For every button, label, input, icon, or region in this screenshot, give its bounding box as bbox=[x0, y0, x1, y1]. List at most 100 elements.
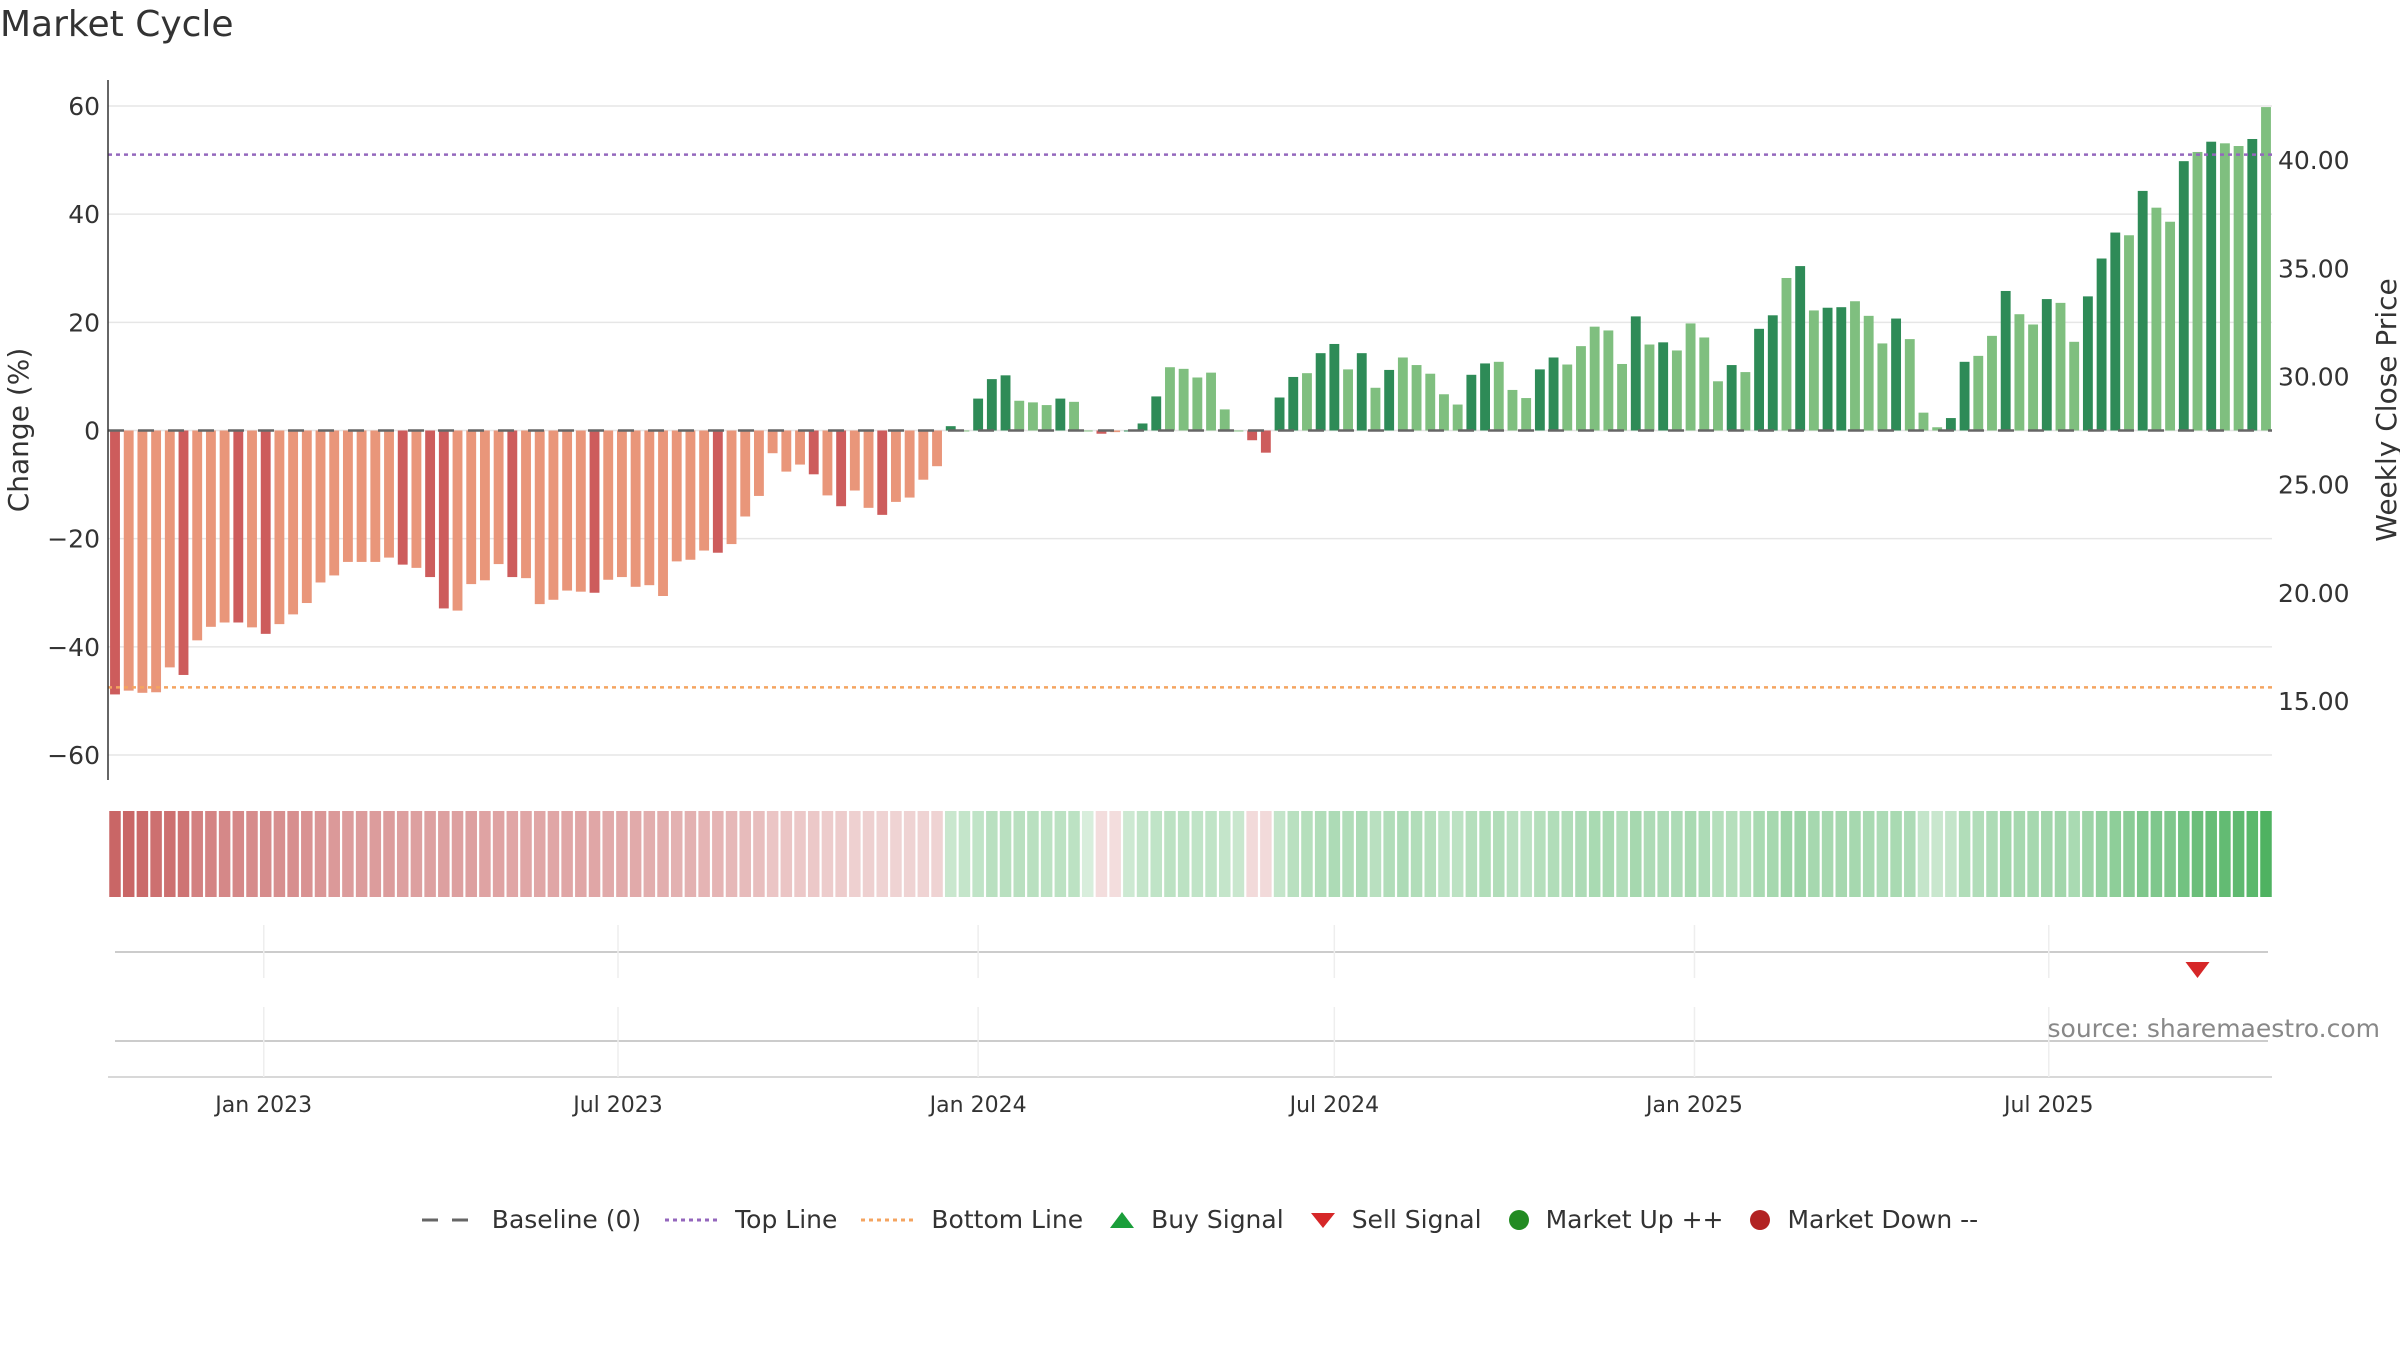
strength-cell bbox=[1849, 811, 1861, 897]
change-bar bbox=[658, 430, 668, 596]
change-bar bbox=[466, 430, 477, 585]
change-bar bbox=[575, 430, 586, 592]
change-bar bbox=[1562, 364, 1573, 431]
y-axis-title: Change (%) bbox=[2, 348, 35, 513]
strength-cell bbox=[2219, 811, 2231, 897]
strength-cell bbox=[1013, 811, 1025, 897]
y2-tick-label: 15.00 bbox=[2278, 687, 2350, 716]
strength-cell bbox=[739, 811, 751, 897]
legend-item-bottom-line[interactable]: Bottom Line bbox=[861, 1205, 1083, 1234]
strength-cell bbox=[1739, 811, 1752, 897]
strength-cell bbox=[2232, 811, 2245, 897]
strength-cell bbox=[1451, 811, 1464, 897]
change-bar bbox=[274, 430, 285, 625]
strength-cell bbox=[657, 811, 669, 897]
strength-cell bbox=[999, 811, 1012, 897]
strength-cell bbox=[136, 811, 149, 897]
strength-cell bbox=[451, 811, 464, 897]
strength-cell bbox=[917, 811, 930, 897]
strength-cell bbox=[492, 811, 505, 897]
change-bar bbox=[2206, 141, 2217, 431]
change-bar bbox=[1507, 389, 1518, 431]
change-bar bbox=[342, 430, 353, 562]
strength-cell bbox=[1547, 811, 1560, 897]
change-bar bbox=[1836, 307, 1847, 431]
legend-item-top-line[interactable]: Top Line bbox=[665, 1205, 837, 1234]
change-bar bbox=[849, 430, 860, 491]
change-bar bbox=[1233, 430, 1244, 432]
strength-cell bbox=[958, 811, 971, 897]
strength-cell bbox=[205, 811, 217, 897]
change-bar bbox=[1493, 361, 1504, 431]
change-bar bbox=[616, 430, 627, 578]
strength-cell bbox=[1287, 811, 1300, 897]
strength-cell bbox=[2178, 811, 2190, 897]
legend-item-buy-signal[interactable]: Buy Signal bbox=[1107, 1205, 1284, 1234]
change-bar bbox=[247, 430, 257, 628]
change-bar bbox=[1384, 369, 1395, 431]
change-bar bbox=[1425, 373, 1436, 431]
change-bar bbox=[534, 430, 545, 605]
change-bar bbox=[329, 430, 340, 576]
change-bar bbox=[1028, 402, 1038, 431]
change-bar bbox=[1548, 357, 1559, 431]
change-bar bbox=[1000, 375, 1011, 431]
change-bar bbox=[1096, 430, 1107, 434]
y2-axis-title: Weekly Close Price bbox=[2370, 278, 2400, 541]
strength-cell bbox=[2260, 811, 2272, 897]
change-bar bbox=[1589, 326, 1600, 431]
legend-item-sell-signal[interactable]: Sell Signal bbox=[1308, 1205, 1482, 1234]
change-bar bbox=[1973, 355, 1984, 431]
change-bar bbox=[1891, 318, 1902, 431]
change-bar bbox=[1439, 394, 1449, 431]
change-bar bbox=[1658, 342, 1669, 431]
strength-cell bbox=[396, 811, 409, 897]
legend-item-market-up[interactable]: Market Up ++ bbox=[1506, 1205, 1723, 1234]
change-bar bbox=[1795, 266, 1806, 431]
legend-label: Baseline (0) bbox=[491, 1205, 642, 1234]
strength-cell bbox=[807, 811, 820, 897]
change-bar bbox=[795, 430, 805, 465]
change-bar bbox=[233, 430, 244, 623]
change-bar bbox=[808, 430, 819, 475]
change-bar bbox=[1206, 372, 1216, 431]
change-bar bbox=[315, 430, 326, 583]
strength-cell bbox=[1972, 811, 1985, 897]
strength-cell bbox=[122, 811, 135, 897]
strength-cell bbox=[972, 811, 984, 897]
change-bar bbox=[1356, 353, 1367, 431]
y-tick-label: 40 bbox=[68, 200, 100, 229]
change-bar bbox=[1671, 350, 1682, 431]
change-bar bbox=[1699, 337, 1710, 431]
y-tick-label: −60 bbox=[47, 741, 100, 770]
axes: 60 40 20 0 −20 −40 −60 40.00 35.00 30.00 25.00 20.0… bbox=[2, 80, 2400, 780]
change-bar bbox=[2192, 151, 2203, 431]
chart-title: Market Cycle bbox=[0, 4, 234, 45]
change-bar bbox=[1726, 365, 1737, 431]
strength-cell bbox=[1657, 811, 1669, 897]
change-bar bbox=[260, 430, 271, 634]
change-bar bbox=[781, 430, 792, 472]
change-bar bbox=[288, 430, 299, 615]
strength-cell bbox=[1904, 811, 1916, 897]
change-bar bbox=[1480, 363, 1490, 431]
change-bar bbox=[2219, 143, 2230, 431]
strength-cell bbox=[1945, 811, 1957, 897]
strength-cell bbox=[410, 811, 423, 897]
change-bar bbox=[1041, 405, 1052, 431]
strength-cell bbox=[1342, 811, 1354, 897]
change-bar bbox=[918, 430, 929, 480]
strength-cell bbox=[1725, 811, 1738, 897]
change-bar bbox=[110, 430, 120, 695]
change-bar bbox=[630, 430, 641, 587]
strength-cell bbox=[725, 811, 738, 897]
change-bar bbox=[397, 430, 408, 565]
legend-item-baseline[interactable]: Baseline (0) bbox=[421, 1205, 642, 1234]
legend-item-market-down[interactable]: Market Down -- bbox=[1747, 1205, 1978, 1234]
change-bar bbox=[2247, 138, 2258, 431]
strength-cell bbox=[1123, 811, 1135, 897]
change-bar bbox=[945, 426, 956, 431]
change-bar bbox=[1767, 315, 1778, 431]
change-bar bbox=[1137, 423, 1148, 431]
strength-cell bbox=[1027, 811, 1039, 897]
